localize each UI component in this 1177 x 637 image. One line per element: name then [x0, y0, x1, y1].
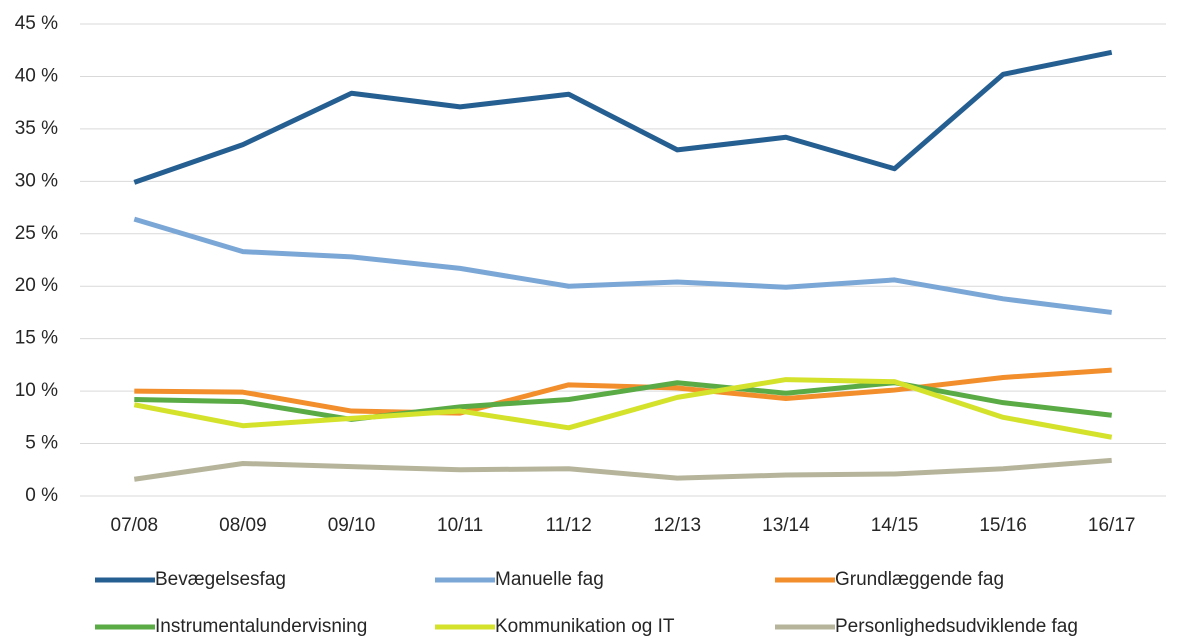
x-tick-label: 14/15 — [871, 515, 919, 536]
y-tick-label: 15 % — [15, 328, 58, 349]
x-tick-label: 15/16 — [979, 515, 1027, 536]
x-tick-label: 08/09 — [219, 515, 267, 536]
y-tick-label: 35 % — [15, 118, 58, 139]
series-line — [133, 377, 1113, 440]
series-line — [134, 380, 1112, 422]
series-line — [133, 457, 1112, 482]
x-tick-label: 10/11 — [437, 515, 483, 536]
series-line — [133, 49, 1113, 185]
x-tick-label: 07/08 — [111, 515, 159, 536]
y-tick-label: 20 % — [15, 275, 58, 296]
y-tick-label: 25 % — [15, 223, 58, 244]
x-tick-label: 12/13 — [654, 515, 702, 536]
legend-label: Personlighedsudviklende fag — [835, 616, 1078, 637]
y-tick-label: 10 % — [15, 380, 58, 401]
y-tick-label: 40 % — [15, 65, 58, 86]
legend-label: Kommunikation og IT — [495, 616, 675, 637]
series-line — [134, 367, 1112, 416]
series-line — [133, 216, 1113, 315]
legend-label: Bevægelsesfag — [155, 569, 286, 590]
legend-label: Manuelle fag — [495, 569, 604, 590]
y-tick-label: 45 % — [15, 13, 58, 34]
legend-label: Grundlæggende fag — [835, 569, 1004, 590]
y-tick-label: 30 % — [15, 170, 58, 191]
x-tick-label: 11/12 — [546, 515, 592, 536]
legend-label: Instrumentalundervisning — [155, 616, 367, 637]
y-tick-label: 0 % — [25, 485, 58, 506]
x-tick-label: 09/10 — [328, 515, 376, 536]
y-tick-label: 5 % — [25, 433, 58, 454]
x-tick-label: 16/17 — [1088, 515, 1136, 536]
x-tick-label: 13/14 — [762, 515, 810, 536]
